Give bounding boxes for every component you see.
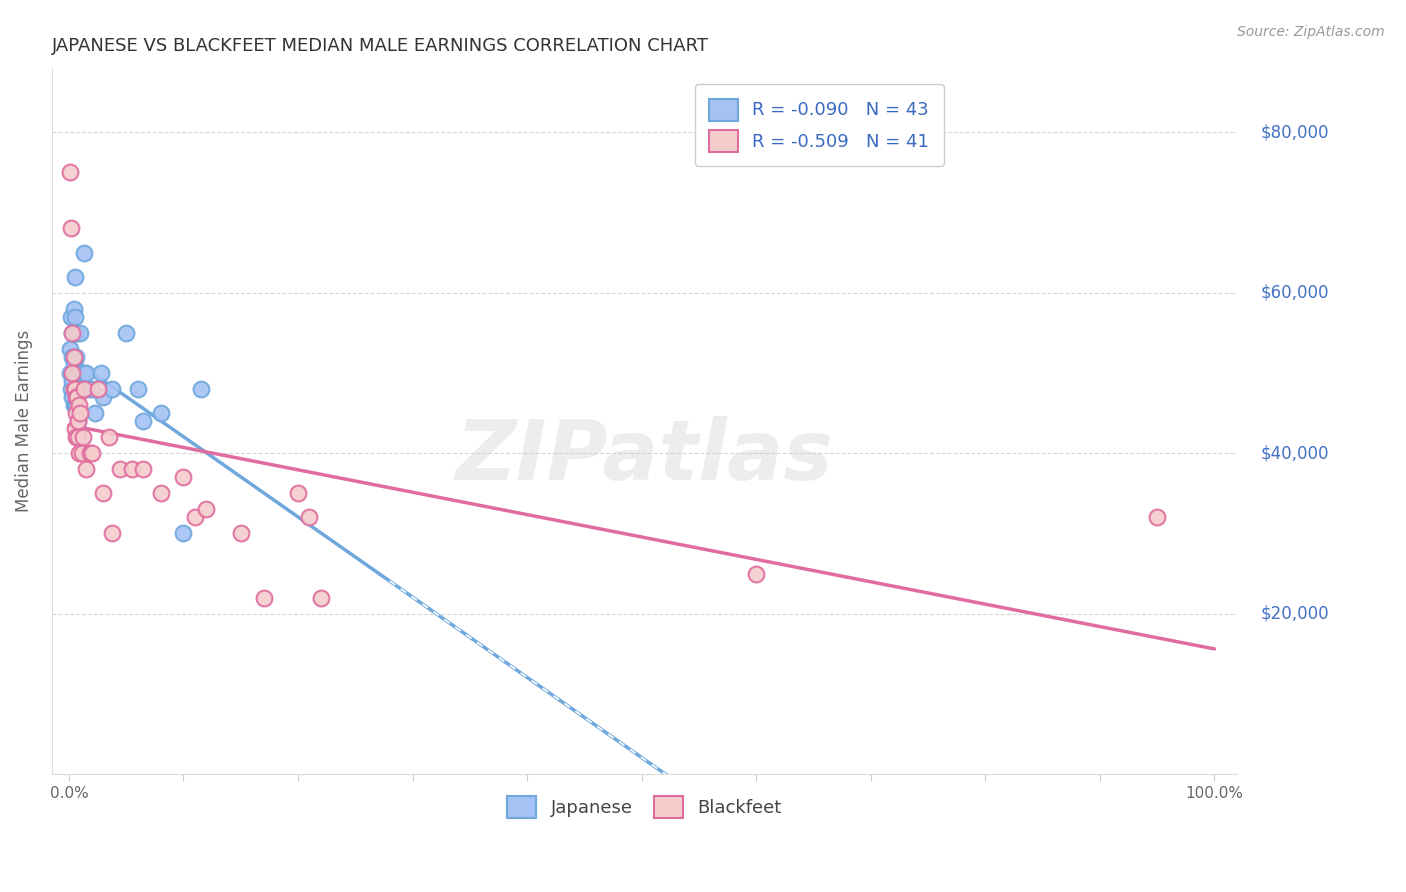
Point	[1146, 510, 1168, 524]
Point	[184, 510, 207, 524]
Text: $60,000: $60,000	[1261, 284, 1330, 301]
Point	[70, 446, 93, 460]
Point	[60, 390, 83, 404]
Point	[149, 486, 172, 500]
Point	[67, 366, 90, 380]
Text: JAPANESE VS BLACKFEET MEDIAN MALE EARNINGS CORRELATION CHART: JAPANESE VS BLACKFEET MEDIAN MALE EARNIN…	[52, 37, 709, 55]
Point	[91, 486, 114, 500]
Point	[65, 430, 87, 444]
Point	[60, 221, 83, 235]
Point	[62, 301, 84, 316]
Point	[62, 382, 84, 396]
Point	[132, 462, 155, 476]
Point	[287, 486, 309, 500]
Point	[65, 398, 87, 412]
Point	[190, 382, 212, 396]
Point	[67, 414, 90, 428]
Text: ZIPatlas: ZIPatlas	[456, 416, 834, 497]
Point	[59, 366, 82, 380]
Point	[63, 366, 86, 380]
Point	[62, 398, 84, 412]
Point	[66, 390, 89, 404]
Point	[65, 390, 87, 404]
Text: Source: ZipAtlas.com: Source: ZipAtlas.com	[1237, 25, 1385, 39]
Point	[69, 326, 91, 340]
Point	[60, 310, 83, 324]
Point	[63, 398, 86, 412]
Point	[67, 398, 90, 412]
Point	[132, 414, 155, 428]
Point	[66, 390, 89, 404]
Point	[67, 430, 90, 444]
Point	[72, 366, 94, 380]
Point	[59, 342, 82, 356]
Point	[745, 566, 768, 581]
Point	[59, 165, 82, 179]
Point	[98, 430, 121, 444]
Point	[67, 414, 90, 428]
Point	[69, 406, 91, 420]
Point	[77, 382, 100, 396]
Point	[110, 462, 132, 476]
Point	[229, 526, 252, 541]
Point	[60, 382, 83, 396]
Point	[80, 382, 103, 396]
Point	[60, 366, 83, 380]
Text: $40,000: $40,000	[1261, 444, 1330, 462]
Point	[70, 366, 93, 380]
Point	[86, 382, 108, 396]
Point	[60, 374, 83, 388]
Point	[66, 366, 89, 380]
Point	[172, 470, 194, 484]
Point	[73, 245, 96, 260]
Y-axis label: Median Male Earnings: Median Male Earnings	[15, 330, 32, 512]
Point	[172, 526, 194, 541]
Point	[84, 406, 107, 420]
Legend: Japanese, Blackfeet: Japanese, Blackfeet	[501, 789, 789, 825]
Point	[65, 326, 87, 340]
Point	[101, 526, 124, 541]
Point	[72, 430, 94, 444]
Point	[309, 591, 332, 605]
Point	[60, 326, 83, 340]
Text: $80,000: $80,000	[1261, 123, 1330, 141]
Point	[60, 350, 83, 364]
Point	[65, 350, 87, 364]
Point	[149, 406, 172, 420]
Point	[62, 350, 84, 364]
Point	[67, 382, 90, 396]
Point	[62, 326, 84, 340]
Point	[80, 446, 103, 460]
Point	[121, 462, 143, 476]
Point	[75, 366, 97, 380]
Point	[91, 390, 114, 404]
Point	[298, 510, 321, 524]
Point	[65, 382, 87, 396]
Point	[65, 406, 87, 420]
Point	[127, 382, 149, 396]
Point	[63, 382, 86, 396]
Point	[195, 502, 218, 516]
Point	[62, 358, 84, 372]
Point	[79, 446, 101, 460]
Text: $20,000: $20,000	[1261, 605, 1330, 623]
Point	[253, 591, 276, 605]
Point	[63, 422, 86, 436]
Point	[63, 310, 86, 324]
Point	[63, 326, 86, 340]
Point	[67, 446, 90, 460]
Point	[75, 462, 97, 476]
Point	[73, 382, 96, 396]
Point	[90, 366, 112, 380]
Point	[101, 382, 124, 396]
Point	[115, 326, 138, 340]
Point	[60, 326, 83, 340]
Point	[63, 269, 86, 284]
